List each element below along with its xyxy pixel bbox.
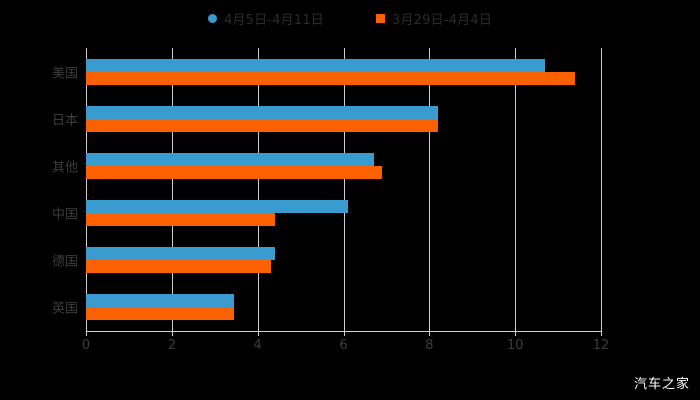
chart-legend: 4月5日-4月11日 3月29日-4月4日 — [0, 6, 700, 30]
gridline — [86, 48, 87, 331]
y-axis-label: 英国 — [51, 301, 78, 317]
legend-item[interactable]: 3月29日-4月4日 — [376, 9, 492, 28]
bar — [86, 213, 275, 227]
y-axis-label: 其他 — [51, 160, 78, 176]
bar — [86, 200, 348, 214]
x-axis-tick-mark — [257, 331, 259, 336]
x-axis-tick-label: 2 — [167, 338, 176, 353]
gridline — [257, 48, 259, 331]
plot-area — [86, 48, 602, 331]
x-axis-tick-label: 6 — [339, 338, 348, 353]
bar — [86, 247, 275, 261]
y-axis-label: 日本 — [51, 113, 78, 129]
x-axis-tick-label: 0 — [81, 338, 91, 353]
bar — [86, 260, 271, 274]
y-axis-label: 美国 — [51, 66, 78, 82]
x-axis-tick-mark — [429, 331, 431, 336]
y-axis-label: 德国 — [51, 254, 78, 270]
bar — [86, 165, 383, 179]
legend-square-icon — [376, 13, 385, 23]
x-axis-tick-label: 10 — [506, 338, 524, 353]
gridline — [515, 48, 517, 331]
x-axis-tick-mark — [86, 331, 87, 336]
y-axis-category-labels: 美国日本其他中国德国英国 — [8, 0, 78, 400]
legend-label: 3月29日-4月4日 — [392, 12, 493, 28]
gridline — [601, 48, 602, 331]
gridline — [171, 48, 173, 331]
y-axis-label: 中国 — [51, 207, 78, 223]
gridline — [343, 48, 345, 331]
x-axis-tick-mark — [343, 331, 345, 336]
legend-circle-icon — [207, 13, 217, 23]
bar — [86, 294, 235, 308]
bar — [86, 118, 438, 132]
legend-label: 4月5日-4月11日 — [223, 12, 324, 28]
watermark: 汽车之家 — [633, 377, 690, 392]
x-axis-tick-label: 4 — [253, 338, 262, 353]
legend-item[interactable]: 4月5日-4月11日 — [207, 9, 324, 28]
bar — [86, 152, 374, 166]
x-axis-tick-label: 12 — [592, 338, 610, 353]
bar — [86, 71, 576, 85]
x-axis-tick-label: 8 — [425, 338, 434, 353]
gridline — [429, 48, 431, 331]
x-axis-tick-mark — [601, 331, 602, 336]
bar — [86, 58, 546, 72]
x-axis-tick-mark — [515, 331, 517, 336]
bar — [86, 307, 235, 321]
x-axis-tick-mark — [171, 331, 173, 336]
bar — [86, 105, 438, 119]
